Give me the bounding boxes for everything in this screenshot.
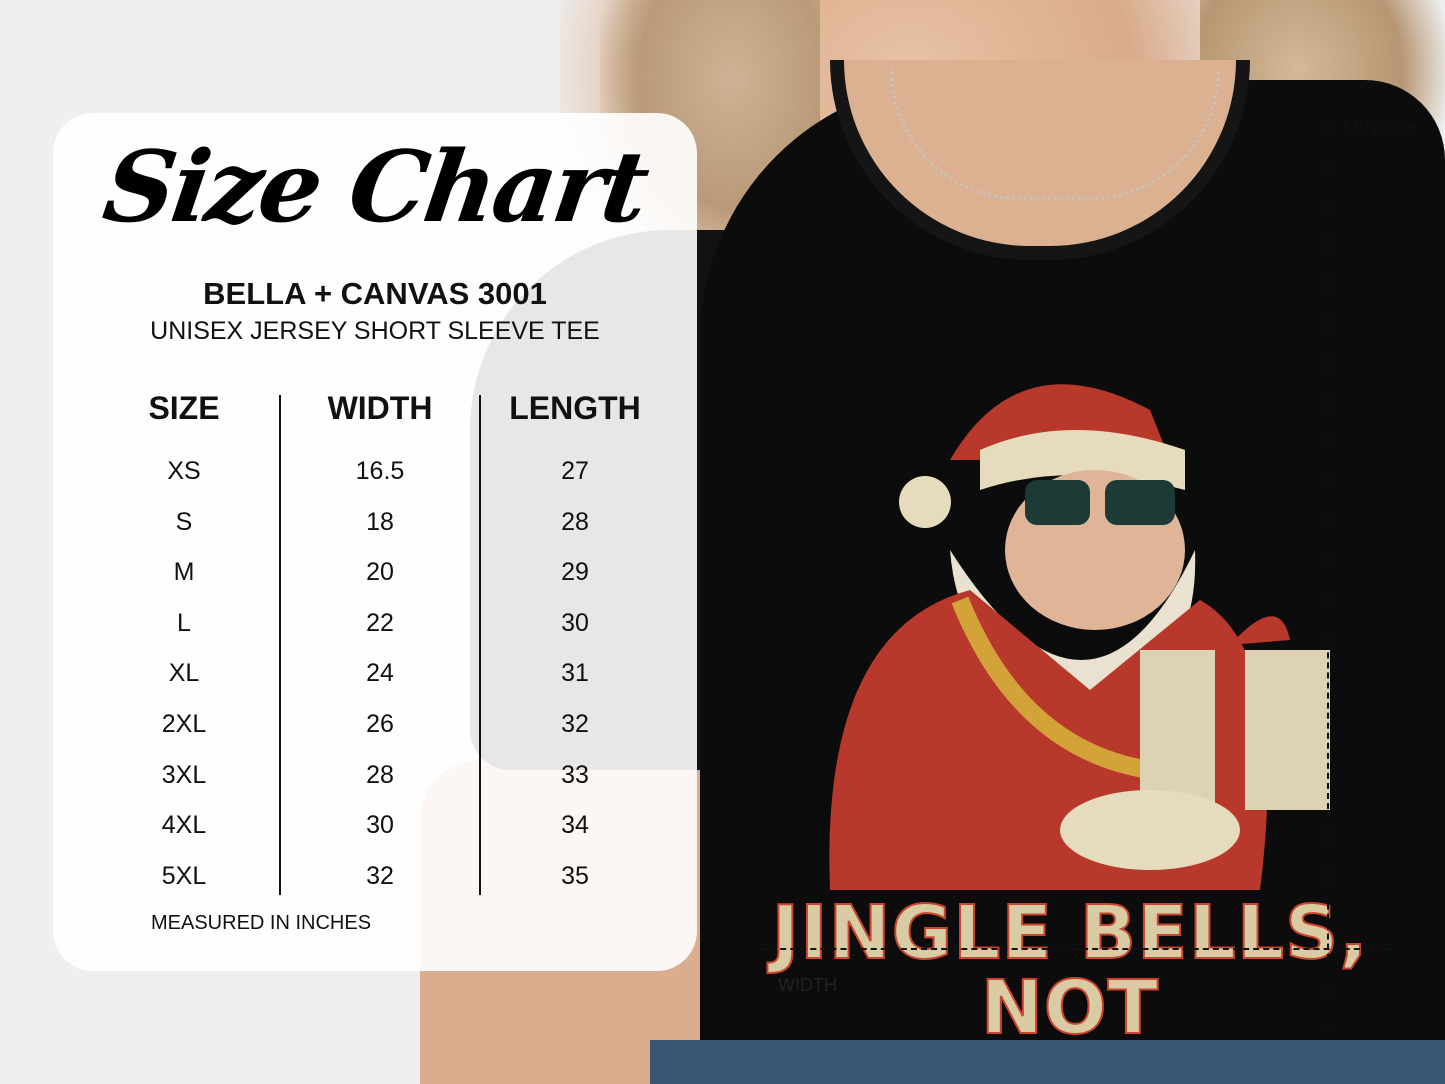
cell-width: 26 — [366, 710, 394, 738]
cell-length: 32 — [561, 710, 589, 738]
size-chart-title: Size Chart — [97, 130, 653, 245]
column-divider — [279, 395, 281, 895]
cell-width: 30 — [366, 811, 394, 840]
header-width: WIDTH — [327, 390, 433, 426]
width-label: WIDTH — [778, 975, 837, 995]
cell-length: 30 — [561, 608, 589, 637]
cell-size: XS — [167, 457, 201, 485]
brand-model: BELLA + CANVAS 3001 — [203, 276, 547, 311]
cell-size: 2XL — [161, 710, 207, 738]
cell-length: 35 — [561, 861, 589, 890]
jeans — [650, 1040, 1445, 1084]
product-subtitle: UNISEX JERSEY SHORT SLEEVE TEE — [150, 317, 600, 345]
cell-length: 34 — [561, 811, 589, 840]
size-chart-card — [53, 113, 697, 971]
cell-width: 18 — [366, 507, 394, 536]
cell-length: 27 — [561, 457, 589, 485]
cell-length: 33 — [561, 760, 589, 789]
column-divider — [479, 395, 481, 895]
cell-width: 16.5 — [355, 457, 405, 485]
cell-length: 28 — [561, 507, 589, 536]
length-measure-line — [1327, 100, 1329, 1030]
cell-width: 24 — [366, 659, 394, 688]
cell-width: 32 — [366, 861, 394, 890]
cell-size: 4XL — [161, 811, 207, 840]
slogan-line-1: JINGLE BELLS, — [771, 889, 1369, 977]
units-note: MEASURED IN INCHES — [151, 912, 372, 934]
slogan-line-2: NOT — [980, 964, 1160, 1052]
cell-size: 5XL — [161, 861, 207, 890]
cell-size: 3XL — [161, 760, 207, 789]
cell-width: 28 — [366, 760, 394, 789]
header-length: LENGTH — [509, 390, 641, 426]
width-measure-line — [760, 948, 1390, 950]
cell-size: M — [173, 558, 195, 587]
length-label: LENGTH — [1343, 118, 1417, 138]
cell-size: L — [177, 608, 191, 637]
cell-size: XL — [168, 659, 200, 688]
cell-length: 31 — [561, 659, 589, 688]
cell-width: 22 — [366, 608, 394, 637]
cell-size: S — [175, 507, 193, 536]
header-size: SIZE — [148, 390, 220, 426]
cell-width: 20 — [366, 558, 394, 587]
cell-length: 29 — [561, 558, 589, 587]
santa-graphic — [829, 384, 1330, 890]
